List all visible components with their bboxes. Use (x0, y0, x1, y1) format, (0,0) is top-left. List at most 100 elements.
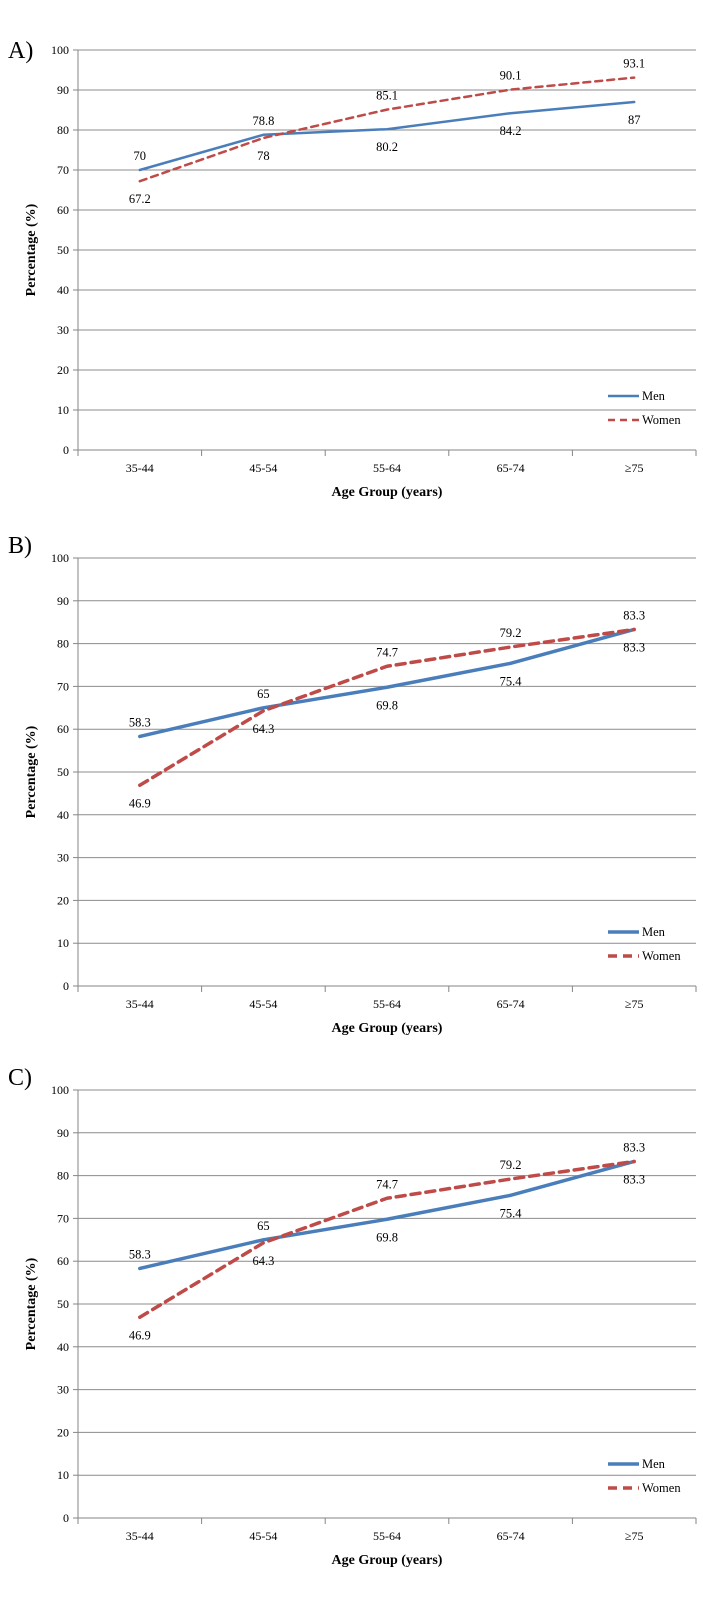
data-label: 58.3 (129, 715, 151, 729)
y-tick-label: 30 (57, 1383, 69, 1397)
x-axis-title: Age Group (years) (332, 1021, 443, 1036)
data-label: 64.3 (252, 722, 274, 736)
data-label: 79.2 (500, 1158, 522, 1172)
y-tick-label: 70 (57, 679, 69, 693)
data-label: 85.1 (376, 89, 398, 103)
series-line-women (138, 627, 636, 788)
data-label: 83.3 (623, 1140, 645, 1154)
y-tick-label: 0 (63, 1511, 69, 1525)
data-label: 65 (257, 687, 270, 701)
data-label: 80.2 (376, 140, 398, 154)
x-tick-label: 35-44 (126, 1529, 154, 1543)
data-label: 69.8 (376, 698, 398, 712)
data-label: 84.2 (500, 124, 522, 138)
y-tick-label: 100 (51, 43, 69, 57)
x-tick-label: 35-44 (126, 997, 154, 1011)
y-tick-label: 50 (57, 243, 69, 257)
y-tick-label: 20 (57, 363, 69, 377)
chart-panel-b: B) 0 10 20 30 40 50 60 70 80 90 100 35-44 45-54 55-64 6… (0, 533, 703, 1066)
x-tick-label: 55-64 (373, 997, 401, 1011)
data-label: 87 (628, 113, 641, 127)
series-line-women (138, 1159, 636, 1320)
line-chart-svg: B) 0 10 20 30 40 50 60 70 80 90 100 35-44 45-54 55-64 6… (8, 533, 697, 1036)
y-tick-label: 30 (57, 851, 69, 865)
data-label: 79.2 (500, 626, 522, 640)
series-line-men (138, 627, 636, 739)
y-tick-label: 20 (57, 1425, 69, 1439)
x-tick-label: ≥75 (625, 1529, 644, 1543)
data-label: 74.7 (376, 1177, 398, 1191)
x-axis-title: Age Group (years) (332, 485, 443, 500)
legend-label-men: Men (642, 389, 666, 403)
x-tick-label: 65-74 (497, 1529, 525, 1543)
y-tick-label: 60 (57, 203, 69, 217)
data-label: 93.1 (623, 57, 645, 71)
y-tick-label: 80 (57, 123, 69, 137)
x-tick-label: 45-54 (249, 461, 277, 475)
data-label: 75.4 (500, 674, 523, 688)
x-tick-label: 55-64 (373, 461, 401, 475)
line-chart-svg: C) 0 10 20 30 40 50 60 70 80 90 100 35-44 45-54 55-64 6… (8, 1066, 697, 1568)
y-tick-label: 60 (57, 722, 69, 736)
series-line-women (138, 76, 636, 183)
y-tick-label: 90 (57, 594, 69, 608)
y-tick-label: 60 (57, 1254, 69, 1268)
legend-label-men: Men (642, 925, 666, 939)
y-tick-label: 70 (57, 1211, 69, 1225)
y-tick-label: 70 (57, 163, 69, 177)
y-tick-label: 50 (57, 765, 69, 779)
y-tick-label: 40 (57, 808, 69, 822)
data-label: 64.3 (252, 1254, 274, 1268)
line-chart-svg: A) 0 10 20 30 40 50 60 70 80 90 100 35-44 45-54 55-64 6… (8, 38, 697, 500)
x-tick-label: 45-54 (249, 1529, 277, 1543)
y-tick-label: 20 (57, 893, 69, 907)
data-label: 70 (134, 149, 147, 163)
legend-label-women: Women (642, 949, 681, 963)
y-tick-label: 10 (57, 1468, 69, 1482)
data-label: 58.3 (129, 1247, 151, 1261)
x-tick-label: ≥75 (625, 997, 644, 1011)
legend-label-women: Women (642, 1481, 681, 1495)
data-label: 83.3 (623, 1172, 645, 1186)
data-label: 78.8 (252, 114, 274, 128)
data-label: 46.9 (129, 796, 151, 810)
y-tick-label: 40 (57, 1340, 69, 1354)
series-line-men (138, 100, 636, 172)
y-tick-label: 90 (57, 1126, 69, 1140)
legend-label-women: Women (642, 413, 681, 427)
data-label: 69.8 (376, 1230, 398, 1244)
y-tick-label: 80 (57, 1169, 69, 1183)
y-tick-label: 100 (51, 551, 69, 565)
data-label: 90.1 (500, 69, 522, 83)
y-tick-label: 10 (57, 936, 69, 950)
x-axis-title: Age Group (years) (332, 1553, 443, 1568)
x-tick-label: 45-54 (249, 997, 277, 1011)
x-tick-label: 65-74 (497, 997, 525, 1011)
panel-label: A) (8, 38, 33, 64)
y-axis-title: Percentage (%) (24, 1257, 39, 1350)
y-tick-label: 90 (57, 83, 69, 97)
x-tick-label: ≥75 (625, 461, 644, 475)
y-tick-label: 30 (57, 323, 69, 337)
chart-panel-a: A) 0 10 20 30 40 50 60 70 80 90 100 35-44 45-54 55-64 6… (0, 0, 703, 533)
y-axis-title: Percentage (%) (24, 725, 39, 818)
y-axis-title: Percentage (%) (24, 203, 39, 296)
x-tick-label: 55-64 (373, 1529, 401, 1543)
panel-label: C) (8, 1066, 32, 1091)
data-label: 74.7 (376, 645, 398, 659)
y-tick-label: 100 (51, 1083, 69, 1097)
data-label: 83.3 (623, 608, 645, 622)
chart-panel-c: C) 0 10 20 30 40 50 60 70 80 90 100 35-44 45-54 55-64 6… (0, 1066, 703, 1599)
y-tick-label: 0 (63, 979, 69, 993)
series-line-men (138, 1159, 636, 1271)
y-tick-label: 0 (63, 443, 69, 457)
data-label: 78 (257, 149, 270, 163)
data-label: 75.4 (500, 1206, 523, 1220)
y-tick-label: 10 (57, 403, 69, 417)
data-label: 67.2 (129, 192, 151, 206)
y-tick-label: 80 (57, 637, 69, 651)
panel-label: B) (8, 533, 32, 559)
x-tick-label: 35-44 (126, 461, 154, 475)
data-label: 46.9 (129, 1328, 151, 1342)
data-label: 83.3 (623, 640, 645, 654)
